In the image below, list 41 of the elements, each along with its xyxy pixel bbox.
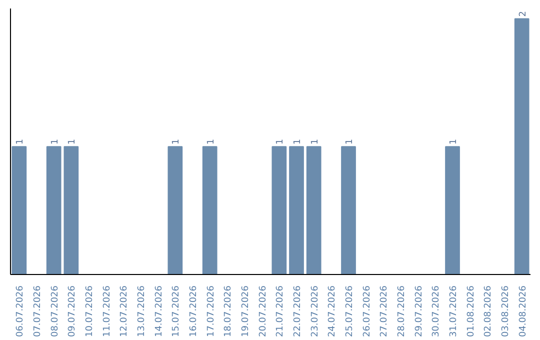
x-tick-label: 12.07.2026 (120, 285, 130, 338)
x-tick-label: 21.07.2026 (276, 285, 286, 338)
x-tick-label: 23.07.2026 (310, 285, 320, 338)
data-label: 1 (293, 138, 303, 145)
x-tick-label: 20.07.2026 (258, 285, 268, 338)
data-label: 1 (276, 138, 286, 145)
x-tick-label: 16.07.2026 (189, 285, 199, 338)
data-label: 1 (345, 138, 355, 145)
x-tick-label: 18.07.2026 (224, 285, 234, 338)
x-tick-label: 11.07.2026 (102, 285, 112, 338)
x-tick-label: 01.08.2026 (466, 285, 476, 338)
data-label: 1 (206, 138, 216, 145)
x-tick-label: 17.07.2026 (206, 285, 216, 338)
x-tick-label: 10.07.2026 (85, 285, 95, 338)
x-tick-label: 30.07.2026 (432, 285, 442, 338)
x-tick-label: 03.08.2026 (501, 285, 511, 338)
x-tick-label: 13.07.2026 (137, 285, 147, 338)
data-label: 1 (449, 138, 459, 145)
data-label: 1 (68, 138, 78, 145)
x-tick-label: 02.08.2026 (484, 285, 494, 338)
x-tick-label: 14.07.2026 (154, 285, 164, 338)
data-label: 1 (172, 138, 182, 145)
x-tick-label: 06.07.2026 (16, 285, 26, 338)
x-tick-label: 25.07.2026 (345, 285, 355, 338)
x-tick-label: 31.07.2026 (449, 285, 459, 338)
x-tick-label: 09.07.2026 (68, 285, 78, 338)
x-tick-label: 04.08.2026 (518, 285, 528, 338)
x-tick-label: 07.07.2026 (33, 285, 43, 338)
x-tick-label: 15.07.2026 (172, 285, 182, 338)
x-tick-label: 24.07.2026 (328, 285, 338, 338)
x-tick-label: 26.07.2026 (362, 285, 372, 338)
x-tick-label: 27.07.2026 (380, 285, 390, 338)
x-tick-label: 19.07.2026 (241, 285, 251, 338)
x-tick-label: 28.07.2026 (397, 285, 407, 338)
data-label: 1 (16, 138, 26, 145)
x-tick-label: 29.07.2026 (414, 285, 424, 338)
data-label: 1 (310, 138, 320, 145)
data-label: 2 (518, 10, 528, 17)
x-tick-label: 08.07.2026 (50, 285, 60, 338)
data-label: 1 (50, 138, 60, 145)
x-tick-label: 22.07.2026 (293, 285, 303, 338)
